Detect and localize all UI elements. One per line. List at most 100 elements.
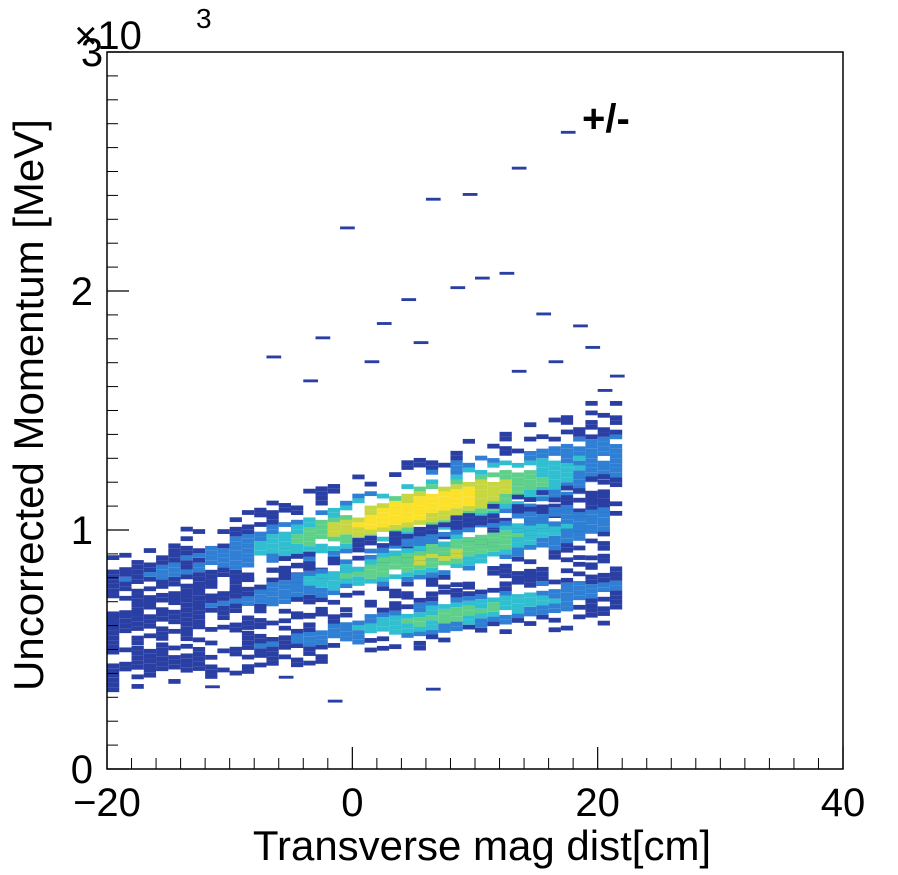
heatmap-cell bbox=[364, 574, 377, 579]
heatmap-cell bbox=[499, 563, 512, 569]
heatmap-cell bbox=[376, 543, 390, 548]
heatmap-cell bbox=[462, 591, 475, 597]
heatmap-cell bbox=[560, 443, 574, 449]
heatmap-cell bbox=[524, 455, 537, 461]
heatmap-cell bbox=[266, 637, 279, 642]
heatmap-cell bbox=[327, 571, 341, 576]
heatmap-cell bbox=[107, 682, 120, 688]
heatmap-cell bbox=[131, 626, 144, 631]
heatmap-cell bbox=[389, 505, 402, 511]
heatmap-cell bbox=[107, 644, 120, 650]
heatmap-cell bbox=[450, 465, 463, 470]
heatmap-cell bbox=[450, 493, 463, 499]
heatmap-cell bbox=[536, 581, 549, 587]
heatmap-cell bbox=[254, 536, 267, 542]
heatmap-cell bbox=[560, 582, 574, 588]
heatmap-cell bbox=[585, 410, 598, 416]
heatmap-cell bbox=[573, 512, 586, 517]
heatmap-cell bbox=[585, 524, 598, 530]
heatmap-cell bbox=[462, 596, 475, 601]
heatmap-cell bbox=[536, 537, 549, 543]
heatmap-cell bbox=[450, 588, 463, 593]
y-tick-label: 3 bbox=[81, 31, 103, 75]
heatmap-cell bbox=[573, 479, 586, 485]
heatmap-cell bbox=[609, 501, 623, 507]
heatmap-cell bbox=[573, 581, 586, 586]
heatmap-cell bbox=[548, 507, 561, 512]
heatmap-cell bbox=[241, 562, 255, 568]
heatmap-cell bbox=[475, 599, 488, 604]
heatmap-cell bbox=[597, 465, 610, 471]
heatmap-cell bbox=[536, 448, 549, 454]
heatmap-cell bbox=[217, 615, 230, 621]
heatmap-cell bbox=[131, 664, 144, 670]
heatmap-cell bbox=[536, 472, 549, 478]
heatmap-cell bbox=[609, 590, 623, 596]
heatmap-cell-sparse bbox=[205, 685, 220, 689]
heatmap-cell bbox=[536, 458, 549, 463]
heatmap-cell bbox=[229, 627, 242, 633]
heatmap-cell bbox=[438, 541, 451, 547]
heatmap-cell bbox=[597, 526, 610, 532]
heatmap-cell bbox=[462, 501, 475, 506]
heatmap-cell bbox=[389, 550, 402, 556]
heatmap-cell-sparse bbox=[573, 324, 588, 328]
heatmap-cell bbox=[438, 496, 451, 502]
heatmap-cell bbox=[315, 495, 328, 501]
heatmap-cell bbox=[401, 604, 414, 610]
heatmap-cell bbox=[278, 580, 291, 585]
heatmap-cell bbox=[291, 524, 304, 530]
heatmap-cell bbox=[487, 602, 500, 608]
heatmap-cell bbox=[364, 515, 377, 520]
heatmap-cell bbox=[597, 512, 610, 518]
y-tick-label: 0 bbox=[71, 748, 93, 792]
heatmap-cell bbox=[462, 537, 475, 542]
heatmap-cell bbox=[229, 593, 242, 599]
heatmap-cell bbox=[266, 524, 279, 530]
heatmap-cell bbox=[315, 524, 328, 530]
heatmap-cell bbox=[585, 509, 598, 515]
heatmap-cell bbox=[315, 548, 328, 554]
heatmap-cell bbox=[217, 548, 230, 554]
heatmap-cell bbox=[340, 612, 353, 618]
heatmap-cell bbox=[499, 591, 512, 596]
heatmap-cell bbox=[438, 462, 451, 468]
heatmap-cell bbox=[499, 525, 512, 531]
heatmap-cell bbox=[450, 548, 463, 554]
heatmap-cell bbox=[462, 467, 475, 473]
heatmap-cell bbox=[524, 436, 537, 442]
heatmap-cell bbox=[438, 531, 451, 537]
heatmap-cell bbox=[291, 587, 304, 593]
heatmap-cell bbox=[609, 571, 623, 577]
heatmap-cell bbox=[254, 608, 267, 614]
heatmap-cell bbox=[585, 505, 598, 510]
heatmap-cell bbox=[548, 460, 561, 466]
heatmap-cell bbox=[217, 557, 230, 563]
heatmap-cell bbox=[475, 520, 488, 526]
heatmap-cell bbox=[609, 463, 623, 468]
heatmap-cell bbox=[499, 446, 512, 451]
heatmap-cell bbox=[597, 441, 610, 447]
heatmap-cell bbox=[229, 598, 242, 604]
heatmap-cell bbox=[560, 448, 574, 454]
heatmap-cell bbox=[364, 481, 377, 487]
heatmap-cell bbox=[205, 607, 218, 613]
heatmap-cell-sparse bbox=[327, 699, 343, 703]
heatmap-cell bbox=[340, 564, 353, 569]
heatmap-cell bbox=[597, 489, 610, 495]
heatmap-cell bbox=[524, 597, 537, 603]
heatmap-cell bbox=[413, 569, 426, 575]
heatmap-cell bbox=[548, 526, 561, 531]
heatmap-cell bbox=[487, 486, 500, 492]
heatmap-cell bbox=[376, 536, 390, 542]
heatmap-cell bbox=[560, 528, 574, 534]
heatmap-cell bbox=[168, 595, 181, 601]
heatmap-cell bbox=[524, 516, 537, 522]
heatmap-cell bbox=[487, 587, 500, 593]
heatmap-cell bbox=[548, 530, 561, 536]
heatmap-cell bbox=[511, 486, 525, 492]
heatmap-cell bbox=[425, 498, 439, 504]
heatmap-cell bbox=[229, 622, 242, 628]
heatmap-cell bbox=[438, 608, 451, 614]
